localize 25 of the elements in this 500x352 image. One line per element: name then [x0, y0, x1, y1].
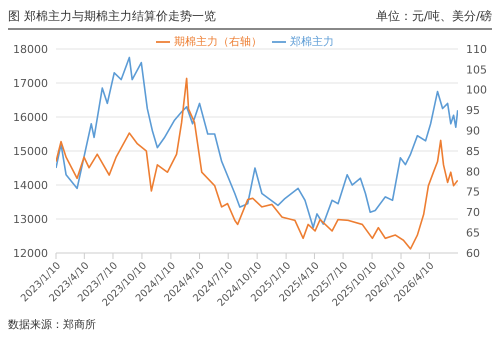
line-series — [56, 78, 458, 250]
y2-tick-label: 75 — [466, 186, 480, 199]
chart-subtitle: 单位：元/吨、美分/磅 — [376, 8, 492, 25]
y-tick-label: 12000 — [13, 246, 48, 260]
y-tick-label: 15000 — [13, 144, 48, 158]
legend-label: 期棉主力（右轴） — [174, 35, 262, 48]
y-tick-label: 16000 — [13, 110, 48, 124]
y2-tick-label: 95 — [466, 104, 480, 118]
y-tick-label: 18000 — [13, 42, 48, 56]
line-series — [56, 56, 458, 228]
y-tick-label: 17000 — [13, 76, 48, 90]
y2-tick-label: 105 — [466, 63, 487, 76]
y2-tick-label: 80 — [466, 165, 480, 178]
legend-label: 郑棉主力 — [290, 35, 334, 48]
y-tick-label: 14000 — [13, 178, 48, 192]
y-tick-label: 13000 — [13, 212, 48, 226]
y2-tick-label: 70 — [466, 206, 480, 220]
y2-tick-label: 60 — [466, 246, 480, 260]
y2-tick-label: 90 — [466, 124, 480, 138]
y2-tick-label: 100 — [466, 84, 487, 97]
y2-tick-label: 85 — [466, 144, 480, 158]
y2-tick-label: 110 — [466, 42, 487, 56]
chart-title: 图 郑棉主力与期棉主力结算价走势一览 — [8, 8, 216, 25]
source-note: 数据来源：郑商所 — [8, 317, 97, 332]
y2-tick-label: 65 — [466, 226, 480, 240]
